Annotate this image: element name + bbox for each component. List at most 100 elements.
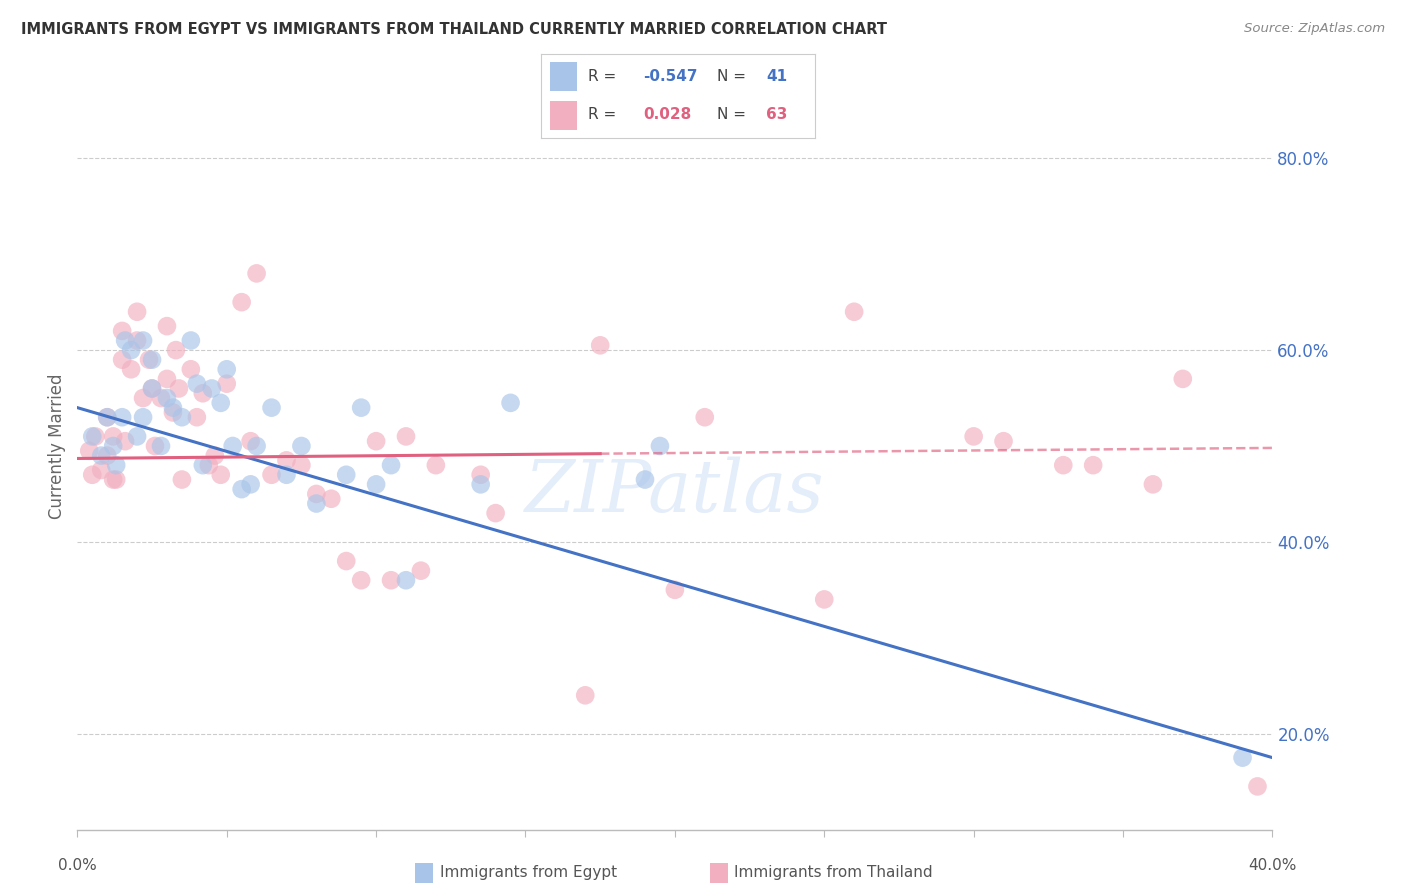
Point (239, 477, 262, 491)
Point (1171, 372, 1194, 386)
Point (143, 439, 166, 453)
Text: Source: ZipAtlas.com: Source: ZipAtlas.com (1244, 22, 1385, 36)
Point (114, 434, 136, 449)
Point (191, 458, 214, 473)
Point (105, 473, 128, 487)
Point (111, 352, 134, 367)
Point (191, 386, 214, 401)
Point (215, 362, 238, 376)
Text: 0.0%: 0.0% (58, 858, 97, 872)
Point (335, 554, 357, 568)
Text: Immigrants from Egypt: Immigrants from Egypt (440, 865, 617, 880)
Point (246, 266, 269, 280)
Point (305, 487, 328, 501)
Text: 41: 41 (766, 70, 787, 85)
Text: R =: R = (588, 107, 626, 122)
Text: N =: N = (717, 107, 751, 122)
Point (201, 381, 224, 395)
Point (290, 439, 312, 453)
Point (180, 362, 202, 376)
Point (963, 429, 986, 443)
Point (409, 564, 432, 578)
Point (162, 405, 184, 419)
Point (141, 352, 163, 367)
Point (425, 458, 447, 473)
FancyBboxPatch shape (550, 101, 576, 130)
Point (1142, 477, 1164, 491)
Point (209, 396, 232, 410)
Point (648, 439, 671, 453)
Point (209, 467, 232, 482)
Point (380, 574, 402, 588)
Point (239, 434, 262, 449)
Point (395, 429, 418, 443)
Point (132, 391, 155, 405)
Point (103, 473, 124, 487)
Point (96, 410, 118, 425)
Point (132, 410, 155, 425)
Point (82, 467, 104, 482)
Point (114, 334, 136, 348)
Point (96, 410, 118, 425)
Point (96, 449, 118, 463)
Point (305, 496, 328, 510)
Point (350, 574, 373, 588)
Point (813, 592, 835, 607)
Point (156, 372, 179, 386)
Point (111, 324, 134, 338)
Point (215, 376, 238, 391)
Point (79, 443, 101, 458)
Point (156, 391, 179, 405)
Point (485, 506, 508, 520)
Point (90, 449, 112, 463)
Point (170, 473, 193, 487)
Point (82, 429, 104, 443)
Point (167, 381, 190, 395)
Point (634, 473, 657, 487)
Point (186, 410, 208, 425)
Text: N =: N = (717, 70, 751, 85)
Point (204, 449, 226, 463)
Point (1083, 458, 1105, 473)
Point (395, 574, 418, 588)
Point (231, 295, 253, 310)
Text: Immigrants from Thailand: Immigrants from Thailand (734, 865, 932, 880)
Point (470, 477, 492, 491)
Point (127, 305, 149, 319)
Point (470, 467, 492, 482)
Point (103, 429, 124, 443)
Point (260, 467, 283, 482)
Point (162, 401, 184, 415)
Text: -0.547: -0.547 (643, 70, 697, 85)
Point (120, 362, 142, 376)
Point (366, 477, 388, 491)
Point (132, 334, 155, 348)
Point (180, 334, 202, 348)
Point (1246, 780, 1268, 794)
Point (127, 334, 149, 348)
Point (150, 439, 173, 453)
Point (127, 429, 149, 443)
Point (90, 463, 112, 477)
Point (170, 410, 193, 425)
Point (993, 434, 1015, 449)
Point (197, 458, 219, 473)
Point (84, 429, 107, 443)
Point (222, 439, 245, 453)
FancyBboxPatch shape (550, 62, 576, 91)
Point (366, 434, 388, 449)
Text: R =: R = (588, 70, 621, 85)
Point (574, 689, 596, 703)
Point (380, 458, 402, 473)
Point (664, 582, 686, 597)
Point (1232, 750, 1254, 764)
Point (165, 343, 187, 358)
Point (105, 458, 128, 473)
Point (141, 381, 163, 395)
Point (120, 343, 142, 358)
Point (141, 381, 163, 395)
Point (103, 439, 124, 453)
Point (111, 410, 134, 425)
Point (1052, 458, 1074, 473)
Text: IMMIGRANTS FROM EGYPT VS IMMIGRANTS FROM THAILAND CURRENTLY MARRIED CORRELATION : IMMIGRANTS FROM EGYPT VS IMMIGRANTS FROM… (21, 22, 887, 37)
